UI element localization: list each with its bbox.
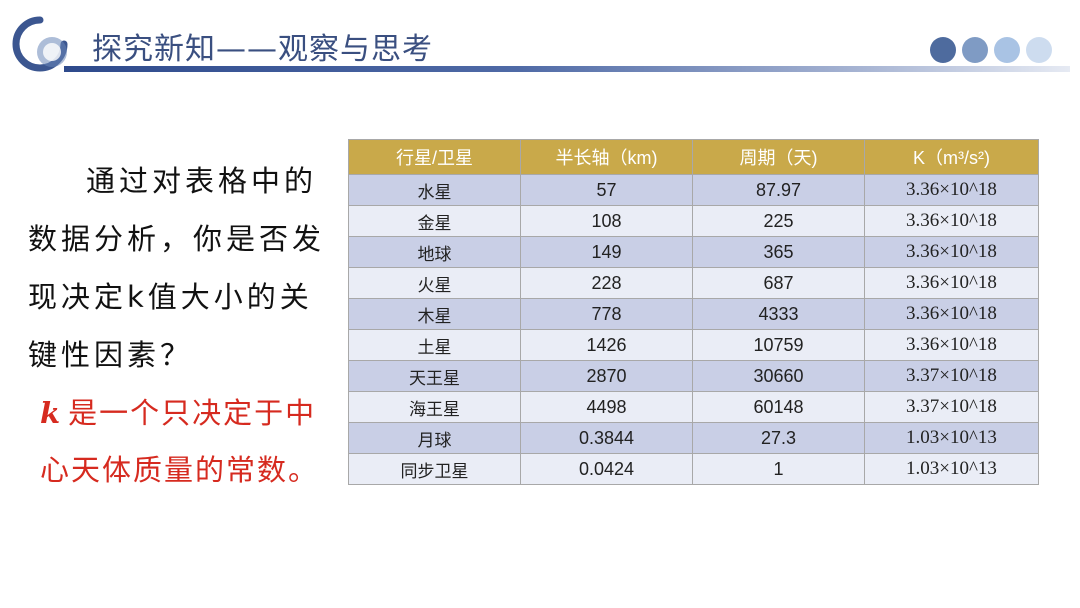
table-cell: 3.37×10^18 (864, 391, 1039, 423)
table-cell: 30660 (692, 360, 865, 392)
table-cell: 108 (520, 205, 693, 237)
table-cell: 3.36×10^18 (864, 174, 1039, 206)
table-row: 火星 228 687 3.36×10^18 (348, 267, 1039, 299)
column-header: K（m³/s²) (864, 139, 1039, 175)
table-cell: 地球 (348, 236, 521, 268)
table-row: 月球 0.3844 27.3 1.03×10^13 (348, 422, 1039, 454)
header-dot (1026, 37, 1052, 63)
table-cell: 3.36×10^18 (864, 205, 1039, 237)
header-dot (994, 37, 1020, 63)
table-cell: 27.3 (692, 422, 865, 454)
column-header: 半长轴（km) (520, 139, 693, 175)
table-row: 金星 108 225 3.36×10^18 (348, 205, 1039, 237)
table-cell: 木星 (348, 298, 521, 330)
table-cell: 4333 (692, 298, 865, 330)
table-cell: 60148 (692, 391, 865, 423)
question-line: 否发现决定k值大 (28, 222, 326, 314)
table-cell: 57 (520, 174, 693, 206)
answer-line: 心天体质量的常数。 (40, 453, 320, 487)
column-header: 行星/卫星 (348, 139, 521, 175)
answer-line: 是一个只决定于中 (68, 396, 317, 430)
table-cell: 1.03×10^13 (864, 453, 1039, 485)
table-cell: 天王星 (348, 360, 521, 392)
table-cell: 2870 (520, 360, 693, 392)
question-line: 小的关键性因素？ (28, 280, 313, 372)
table-cell: 3.36×10^18 (864, 329, 1039, 361)
k-variable: k (40, 396, 63, 430)
table-cell: 365 (692, 236, 865, 268)
table-cell: 87.97 (692, 174, 865, 206)
table-cell: 0.0424 (520, 453, 693, 485)
header-dot (962, 37, 988, 63)
table-cell: 149 (520, 236, 693, 268)
table-cell: 金星 (348, 205, 521, 237)
question-line: 通过对表格中 (86, 164, 285, 198)
table-cell: 10759 (692, 329, 865, 361)
table-cell: 3.37×10^18 (864, 360, 1039, 392)
table-cell: 687 (692, 267, 865, 299)
table-row: 海王星 4498 60148 3.37×10^18 (348, 391, 1039, 423)
table-cell: 土星 (348, 329, 521, 361)
table-cell: 1.03×10^13 (864, 422, 1039, 454)
table-cell: 火星 (348, 267, 521, 299)
ring-logo-icon (12, 16, 68, 72)
answer-text: k 是一个只决定于中 心天体质量的常数。 (40, 385, 340, 499)
table-cell: 3.36×10^18 (864, 267, 1039, 299)
table-cell: 1 (692, 453, 865, 485)
question-line: 的数据分析，你是 (28, 164, 318, 256)
table-cell: 水星 (348, 174, 521, 206)
table-cell: 同步卫星 (348, 453, 521, 485)
table-row: 土星 1426 10759 3.36×10^18 (348, 329, 1039, 361)
header-divider (64, 66, 1070, 72)
table-cell: 3.36×10^18 (864, 298, 1039, 330)
table-cell: 0.3844 (520, 422, 693, 454)
table-row: 天王星 2870 30660 3.37×10^18 (348, 360, 1039, 392)
page-title: 探究新知——观察与思考 (92, 32, 433, 67)
data-table: 行星/卫星 半长轴（km) 周期（天) K（m³/s²) 水星 57 87.97 3.… (348, 139, 1039, 485)
header-dot (930, 37, 956, 63)
table-cell: 月球 (348, 422, 521, 454)
table-cell: 海王星 (348, 391, 521, 423)
table-cell: 225 (692, 205, 865, 237)
table-cell: 4498 (520, 391, 693, 423)
table-cell: 3.36×10^18 (864, 236, 1039, 268)
question-text: 通过对表格中的数据分析，你是否发现决定k值大小的关键性因素？ (28, 152, 328, 384)
table-row: 同步卫星 0.0424 1 1.03×10^13 (348, 453, 1039, 485)
table-cell: 1426 (520, 329, 693, 361)
table-row: 地球 149 365 3.36×10^18 (348, 236, 1039, 268)
table-row: 木星 778 4333 3.36×10^18 (348, 298, 1039, 330)
table-row: 水星 57 87.97 3.36×10^18 (348, 174, 1039, 206)
table-cell: 228 (520, 267, 693, 299)
table-header-row: 行星/卫星 半长轴（km) 周期（天) K（m³/s²) (348, 139, 1039, 175)
table-cell: 778 (520, 298, 693, 330)
column-header: 周期（天) (692, 139, 865, 175)
